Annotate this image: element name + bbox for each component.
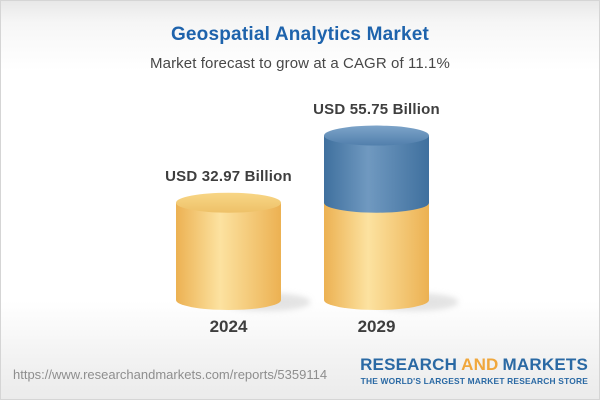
logo-word-research: RESEARCH [360,355,458,374]
bar-value-label-2024: USD 32.97 Billion [165,167,292,185]
x-axis-label-2029: 2029 [357,317,396,336]
bar-2024-cylinder-body [176,202,281,310]
logo-word-markets: MARKETS [502,355,588,374]
bar-2029-blue-segment [324,135,429,213]
chart-title: Geospatial Analytics Market [170,24,430,45]
bar-value-label-2029: USD 55.75 Billion [313,100,440,118]
logo-tagline: THE WORLD'S LARGEST MARKET RESEARCH STOR… [360,376,588,386]
logo-word-and: AND [461,355,499,374]
bar-2029-gold-segment [324,202,429,310]
x-axis-label-2024: 2024 [209,317,248,336]
report-url-link[interactable]: https://www.researchandmarkets.com/repor… [13,367,328,382]
chart-subtitle: Market forecast to grow at a CAGR of 11.… [150,55,450,72]
bar-2029-cylinder-top [324,125,429,146]
research-and-markets-logo: RESEARCH AND MARKETS THE WORLD'S LARGEST M… [360,356,588,385]
logo-wordmark: RESEARCH AND MARKETS [360,356,588,373]
bar-2024-cylinder-top [176,192,281,213]
